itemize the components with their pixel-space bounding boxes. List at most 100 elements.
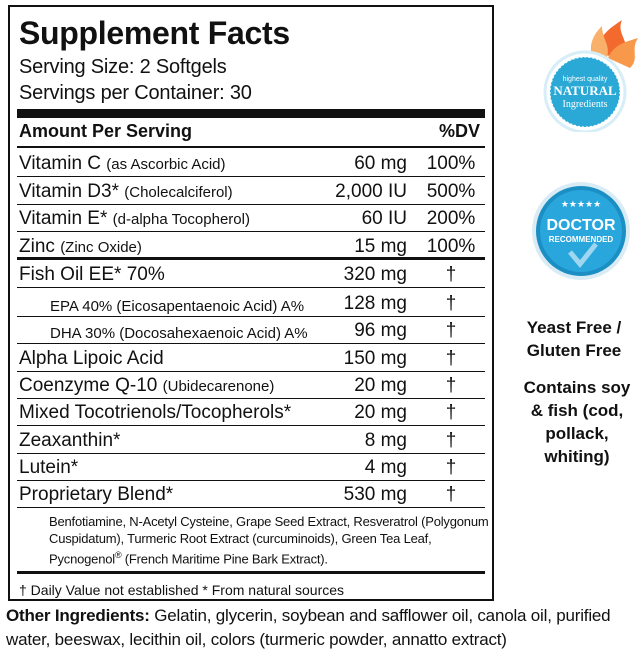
nutrient-daily-value: † (445, 402, 457, 423)
nutrient-source: (Zinc Oxide) (60, 239, 142, 256)
nutrient-daily-value: † (445, 293, 457, 314)
star-icon: ★★★★★ (561, 200, 601, 210)
nutrient-name: Vitamin C (as Ascorbic Acid) (19, 152, 226, 177)
row-divider (17, 231, 485, 232)
nutrient-daily-value: † (445, 457, 457, 478)
nutrient-daily-value: † (445, 320, 457, 341)
nutrient-label: Proprietary Blend* (19, 484, 174, 505)
nutrient-daily-value: 500% (426, 181, 476, 202)
nutrient-amount: 8 mg (364, 430, 407, 451)
amount-per-serving-header: Amount Per Serving (19, 121, 193, 141)
nutrient-amount: 320 mg (343, 264, 407, 285)
footnote: † Daily Value not established * From nat… (19, 582, 345, 598)
supplement-facts-panel: Supplement Facts Serving Size: 2 Softgel… (8, 5, 494, 601)
footer-divider (17, 571, 485, 574)
row-divider (17, 257, 485, 260)
nutrient-name: Alpha Lipoic Acid (19, 347, 164, 371)
row-divider (17, 316, 485, 317)
nutrient-amount: 4 mg (364, 457, 407, 478)
row-divider (17, 204, 485, 205)
other-ingredients-label: Other Ingredients: (6, 606, 150, 625)
checkmark-icon (568, 242, 598, 268)
nutrient-name: DHA 30% (Docosahexaenoic Acid) A% (50, 322, 308, 346)
nutrient-amount: 96 mg (354, 320, 407, 341)
nutrient-label: Vitamin E* (19, 208, 108, 229)
nutrient-amount: 150 mg (343, 348, 407, 369)
serving-size: Serving Size: 2 Softgels (19, 56, 227, 78)
table-row: Lutein* 4 mg † (17, 454, 485, 481)
row-divider (17, 398, 485, 399)
nutrient-label: Zeaxanthin* (19, 430, 121, 451)
nutrient-name: Mixed Tocotrienols/Tocopherols* (19, 401, 291, 425)
table-row: Vitamin E* (d-alpha Tocopherol) 60 IU 200% (17, 205, 485, 232)
table-row: Alpha Lipoic Acid 150 mg † (17, 345, 485, 372)
nutrient-amount: 20 mg (354, 375, 407, 396)
table-row: Vitamin D3* (Cholecalciferol) 2,000 IU 500… (17, 178, 485, 205)
other-ingredients: Other Ingredients: Gelatin, glycerin, so… (6, 604, 642, 652)
nutrient-label: Fish Oil EE* 70% (19, 264, 165, 285)
doctor-recommended-badge: ★★★★★ DOCTOR RECOMMENDED (532, 182, 630, 280)
nutrient-amount: 60 IU (361, 208, 407, 229)
proprietary-blend-ingredients: Benfotiamine, N-Acetyl Cysteine, Grape S… (49, 513, 489, 567)
nutrient-amount: 15 mg (354, 236, 407, 257)
table-row: Fish Oil EE* 70% 320 mg † (17, 261, 485, 288)
nutrient-name: Vitamin D3* (Cholecalciferol) (19, 180, 233, 205)
table-row: EPA 40% (Eicosapentaenoic Acid) A% 128 mg… (17, 290, 485, 317)
gluten-free: Gluten Free (526, 341, 622, 360)
badge-line3: Ingredients (563, 99, 608, 110)
yeast-gluten-free: Yeast Free / Gluten Free (508, 316, 640, 362)
nutrient-label: Coenzyme Q-10 (19, 375, 158, 396)
nutrient-daily-value: † (445, 264, 457, 285)
yeast-free: Yeast Free / (526, 318, 622, 337)
row-divider (17, 176, 485, 177)
nutrient-name: EPA 40% (Eicosapentaenoic Acid) A% (50, 295, 304, 319)
thick-divider (17, 109, 485, 118)
nutrient-label: DHA 30% (Docosahexaenoic Acid) A% (50, 325, 308, 342)
nutrient-daily-value: † (445, 484, 457, 505)
nutrient-amount: 60 mg (354, 153, 407, 174)
registered-mark: ® (114, 550, 122, 560)
nutrient-source: (as Ascorbic Acid) (106, 156, 226, 173)
blend-text: Benfotiamine, N-Acetyl Cysteine, Grape S… (49, 514, 489, 567)
nutrient-name: Vitamin E* (d-alpha Tocopherol) (19, 207, 250, 232)
nutrient-daily-value: † (445, 348, 457, 369)
nutrient-name: Fish Oil EE* 70% (19, 263, 165, 287)
natural-ingredients-badge: highest quality NATURAL Ingredients (543, 20, 638, 132)
nutrient-source: (Ubidecarenone) (162, 378, 275, 395)
blend-text-end: (French Maritime Pine Bark Extract). (121, 551, 328, 567)
row-divider (17, 343, 485, 344)
table-row: Proprietary Blend* 530 mg † (17, 481, 485, 508)
row-divider (17, 425, 485, 426)
table-row: Vitamin C (as Ascorbic Acid) 60 mg 100% (17, 150, 485, 177)
panel-title: Supplement Facts (19, 15, 290, 51)
doctor-line1: DOCTOR (546, 217, 615, 234)
nutrient-daily-value: 100% (426, 153, 476, 174)
nutrient-label: Vitamin D3* (19, 181, 119, 202)
nutrient-source: (d-alpha Tocopherol) (112, 211, 250, 228)
row-divider (17, 287, 485, 288)
nutrient-label: EPA 40% (Eicosapentaenoic Acid) A% (50, 298, 305, 315)
doctor-line2: RECOMMENDED (549, 235, 614, 244)
header-divider (17, 146, 485, 148)
badge-line1: highest quality (563, 76, 608, 83)
nutrient-amount: 128 mg (343, 293, 407, 314)
nutrient-label: Mixed Tocotrienols/Tocopherols* (19, 402, 292, 423)
row-divider (17, 507, 485, 508)
table-row: Zeaxanthin* 8 mg † (17, 427, 485, 454)
nutrient-name: Lutein* (19, 456, 78, 480)
row-divider (17, 371, 485, 372)
table-row: Zinc (Zinc Oxide) 15 mg 100% (17, 233, 485, 260)
nutrient-daily-value: 100% (426, 236, 476, 257)
flame-icon (590, 20, 638, 68)
nutrient-name: Proprietary Blend* (19, 483, 173, 507)
nutrient-name: Zeaxanthin* (19, 429, 120, 453)
nutrient-name: Zinc (Zinc Oxide) (19, 235, 142, 260)
nutrient-amount: 2,000 IU (335, 181, 407, 202)
nutrient-daily-value: 200% (426, 208, 476, 229)
nutrient-name: Coenzyme Q-10 (Ubidecarenone) (19, 374, 274, 399)
servings-per-container: Servings per Container: 30 (19, 82, 252, 104)
table-row: DHA 30% (Docosahexaenoic Acid) A% 96 mg † (17, 317, 485, 344)
nutrient-source: (Cholecalciferol) (124, 184, 233, 201)
other-ingredients-text: Gelatin, glycerin, soybean and safflower… (6, 606, 611, 649)
svg-text:★★★★★: ★★★★★ (561, 200, 601, 210)
